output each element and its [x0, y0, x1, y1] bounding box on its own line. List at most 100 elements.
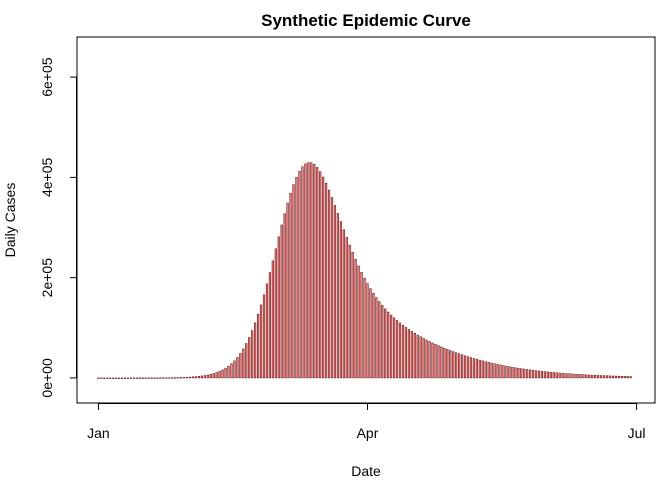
bar	[608, 375, 612, 379]
bar	[171, 377, 174, 379]
bar	[398, 322, 402, 379]
bar	[449, 350, 452, 379]
bar	[215, 372, 218, 379]
bar	[256, 314, 260, 379]
bar	[404, 327, 408, 379]
bar	[570, 373, 573, 379]
bar	[573, 373, 576, 379]
bar	[461, 354, 464, 379]
bar	[425, 339, 428, 379]
bar	[390, 314, 393, 379]
bar	[156, 377, 159, 379]
bar	[236, 357, 239, 379]
bar	[520, 368, 523, 379]
bar	[505, 365, 508, 379]
bar	[123, 377, 127, 379]
bar	[617, 375, 620, 379]
bar	[594, 375, 597, 379]
bar	[316, 167, 319, 379]
bar	[289, 193, 292, 379]
bar	[564, 373, 567, 379]
bar	[484, 361, 487, 379]
bar	[168, 377, 171, 379]
bar	[138, 377, 141, 379]
bar	[165, 377, 168, 379]
bar	[342, 229, 345, 379]
bar	[517, 367, 520, 379]
bar	[203, 375, 206, 379]
bar	[434, 344, 437, 379]
bar	[97, 377, 100, 379]
bar	[200, 375, 204, 379]
bar	[567, 373, 570, 379]
bar	[387, 311, 390, 379]
bar	[262, 294, 266, 379]
y-axis: 0e+00 2e+05 4e+05 6e+05	[39, 57, 77, 398]
bar	[597, 375, 600, 379]
bar	[100, 377, 103, 379]
bar	[183, 377, 186, 379]
bar	[381, 305, 384, 379]
bar	[283, 213, 286, 379]
bar	[552, 372, 555, 379]
bar	[242, 348, 245, 379]
bar	[327, 189, 331, 379]
bar	[274, 248, 277, 379]
bar	[162, 377, 165, 379]
bar	[360, 271, 363, 379]
bar	[413, 333, 416, 379]
bar	[330, 197, 334, 379]
bar	[549, 371, 552, 379]
bar	[375, 297, 378, 379]
bar	[147, 377, 150, 379]
bar	[582, 374, 585, 379]
bar	[585, 374, 588, 379]
bar	[561, 373, 564, 379]
x-tick-label: Apr	[357, 425, 379, 441]
bar	[629, 376, 632, 379]
x-axis-label: Date	[351, 463, 381, 479]
bar	[188, 376, 192, 379]
bar	[351, 252, 354, 379]
bar	[428, 341, 431, 379]
bar	[180, 377, 183, 379]
bar	[292, 184, 295, 379]
bar	[298, 170, 301, 379]
bar	[455, 352, 458, 379]
bar	[268, 272, 271, 379]
plot-frame	[76, 36, 656, 404]
bar	[472, 358, 476, 379]
bar	[437, 345, 440, 379]
bar	[191, 376, 195, 379]
bar	[224, 367, 227, 379]
y-tick-label: 2e+05	[39, 258, 55, 298]
y-tick-label: 6e+05	[39, 57, 55, 97]
bar	[446, 349, 449, 379]
bar	[369, 288, 372, 379]
y-tick-label: 4e+05	[39, 158, 55, 198]
bar	[233, 360, 236, 379]
bar	[452, 351, 455, 379]
bar	[443, 347, 446, 379]
bar	[197, 376, 201, 379]
bar	[286, 202, 289, 379]
bar	[526, 369, 529, 379]
bar	[372, 293, 375, 379]
bar	[599, 375, 603, 379]
bar	[324, 182, 328, 379]
y-tick-label: 0e+00	[39, 358, 55, 398]
bar	[499, 364, 502, 379]
bar	[150, 377, 153, 379]
bar	[230, 363, 233, 379]
bar-series	[97, 162, 632, 379]
bar	[529, 369, 532, 379]
bar	[523, 368, 526, 379]
bar	[265, 283, 269, 379]
bar	[419, 336, 422, 379]
bar	[493, 363, 496, 379]
bar	[254, 322, 257, 379]
bar	[458, 353, 461, 379]
bar	[239, 353, 242, 379]
bar	[129, 377, 133, 379]
bar	[496, 364, 499, 379]
